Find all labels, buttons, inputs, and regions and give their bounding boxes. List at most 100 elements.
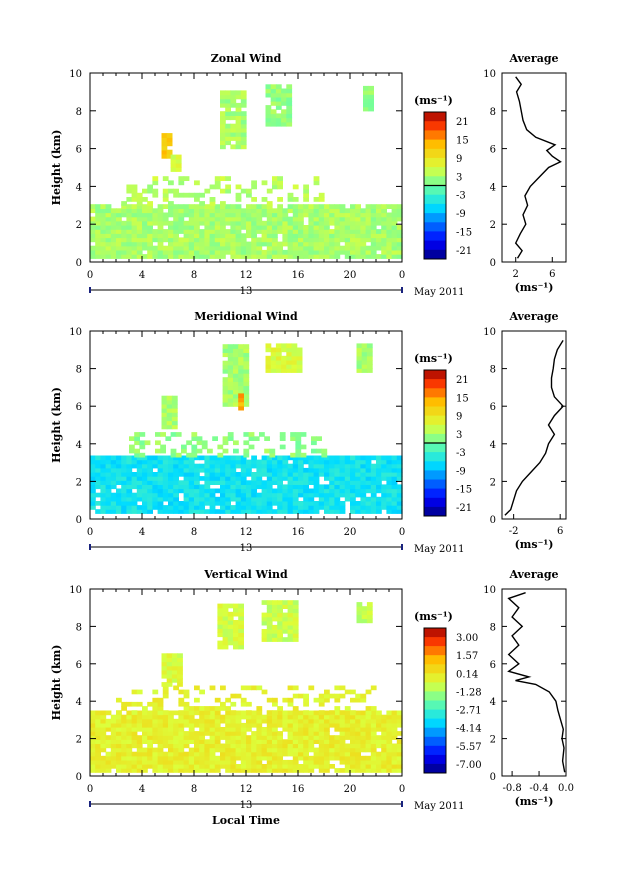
heatmap-cell (365, 249, 372, 255)
heatmap-cell (100, 505, 107, 510)
heatmap-cell (246, 710, 252, 715)
heatmap-cell (183, 225, 190, 230)
heatmap-cell (386, 463, 393, 469)
heatmap-cell (134, 448, 140, 454)
heatmap-cell (217, 603, 224, 609)
heatmap-cell (139, 452, 146, 458)
heatmap-cell (355, 204, 361, 209)
average-y-tick-label: 0 (490, 515, 496, 526)
heatmap-cell (225, 140, 231, 146)
heatmap-cell (225, 115, 231, 121)
heatmap-cell (95, 718, 101, 724)
heatmap-cell (265, 105, 272, 110)
heatmap-cell (339, 455, 346, 461)
heatmap-cell (105, 476, 112, 481)
y-tick-label: 6 (76, 660, 82, 671)
heatmap-cell (152, 480, 159, 485)
heatmap-cell (287, 718, 294, 724)
heatmap-cell (194, 685, 200, 691)
heatmap-cell (277, 208, 283, 214)
heatmap-cell (161, 420, 168, 426)
heatmap-cell (121, 509, 127, 514)
heatmap-cell (282, 509, 289, 514)
heatmap-cell (147, 216, 153, 222)
heatmap-cell (225, 111, 231, 116)
colorbar-segment (424, 736, 446, 747)
heatmap-cell (368, 90, 374, 95)
heatmap-cell (209, 241, 216, 247)
heatmap-cell (246, 685, 252, 691)
heatmap-cell (199, 455, 205, 461)
heatmap-cell (365, 743, 372, 749)
heatmap-cell (105, 216, 112, 222)
heatmap-cell (355, 759, 361, 765)
heatmap-cell (235, 197, 242, 202)
heatmap-cell (282, 484, 289, 490)
heatmap-cell (235, 710, 242, 716)
heatmap-cell (298, 743, 304, 749)
heatmap-cell (386, 509, 393, 514)
heatmap-cell (199, 241, 205, 247)
heatmap-cell (381, 492, 387, 498)
heatmap-cell (157, 768, 164, 773)
heatmap-cell (303, 184, 309, 190)
heatmap-cell (391, 768, 398, 773)
heatmap-cell (266, 697, 273, 703)
heatmap-cell (178, 208, 185, 214)
heatmap-cell (318, 501, 325, 506)
colorbar-tick-label: 9 (456, 154, 462, 165)
heatmap-cell (90, 492, 96, 498)
x-tick-label: 0 (87, 784, 93, 795)
heatmap-cell (233, 402, 239, 407)
heatmap-cell (168, 751, 174, 757)
heatmap-cell (365, 739, 372, 744)
heatmap-cell (396, 714, 403, 720)
heatmap-cell (173, 759, 179, 765)
heatmap-cell (313, 463, 320, 469)
heatmap-cell (162, 467, 169, 473)
heatmap-cell (166, 420, 173, 426)
heatmap-cell (162, 233, 169, 239)
heatmap-cell (131, 718, 138, 724)
heatmap-cell (292, 463, 299, 469)
heatmap-cell (266, 751, 273, 757)
heatmap-cell (272, 463, 278, 469)
heatmap-cell (235, 254, 242, 259)
heatmap-cell (286, 105, 293, 110)
heatmap-cell (131, 459, 138, 465)
heatmap-cell (105, 220, 112, 226)
heatmap-cell (168, 188, 174, 194)
heatmap-cell (256, 735, 263, 740)
heatmap-cell (168, 254, 174, 259)
heatmap-cell (147, 501, 153, 506)
heatmap-cell (230, 755, 237, 761)
heatmap-cell (303, 254, 309, 259)
heatmap-cell (95, 237, 101, 243)
heatmap-cell (173, 480, 179, 485)
heatmap-cell (287, 245, 294, 251)
heatmap-cell (121, 751, 127, 757)
heatmap-cell (339, 739, 346, 744)
heatmap-cell (178, 759, 185, 765)
heatmap-cell (370, 229, 377, 234)
heatmap-cell (329, 739, 335, 744)
heatmap-cell (272, 718, 278, 724)
heatmap-cell (183, 505, 190, 510)
heatmap-cell (272, 768, 278, 773)
heatmap-cell (355, 208, 361, 214)
heatmap-cell (220, 480, 226, 485)
heatmap-cell (238, 344, 244, 349)
heatmap-cell (166, 665, 173, 671)
heatmap-cell (178, 241, 185, 247)
heatmap-cell (282, 455, 289, 461)
heatmap-cell (396, 233, 403, 239)
heatmap-cell (238, 632, 244, 638)
heatmap-cell (360, 225, 367, 230)
heatmap-cell (178, 249, 185, 255)
heatmap-cell (396, 492, 403, 498)
heatmap-cell (391, 463, 398, 469)
heatmap-cell (270, 360, 277, 365)
heatmap-cell (126, 204, 133, 209)
heatmap-cell (386, 722, 393, 728)
